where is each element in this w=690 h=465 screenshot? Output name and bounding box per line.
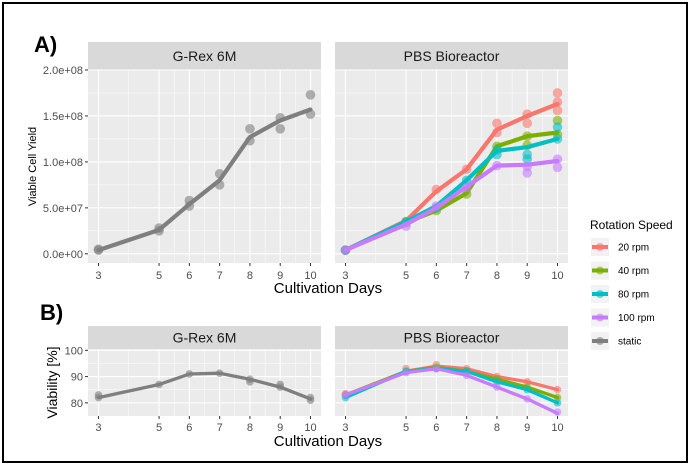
- y-tick-label: 1.0e+08: [43, 157, 83, 169]
- series-100-rpm: [341, 364, 562, 416]
- series-static: [94, 369, 315, 405]
- facet-title-grex: G-Rex 6M: [173, 330, 237, 346]
- y-tick-label: 80: [71, 398, 83, 410]
- gridlines: [88, 349, 568, 416]
- x-tick-label: 7: [217, 422, 223, 434]
- legend-title: Rotation Speed: [590, 218, 673, 232]
- legend-key-point: [596, 266, 604, 275]
- x-tick-label: 8: [247, 270, 253, 282]
- y-tick-label: 0.0e+00: [43, 249, 83, 261]
- x-tick-label: 8: [494, 422, 500, 434]
- x-tick-label: 5: [403, 422, 409, 434]
- axis-ticks: 3 5 6 7 8 9 10 3 5 6 7 8 9 10 80 90 100: [65, 345, 564, 434]
- legend: Rotation Speed 20 rpm 40 rpm 80 rpm 100 rpm…: [590, 218, 673, 350]
- data-point: [492, 118, 502, 129]
- x-tick-label: 3: [95, 270, 101, 282]
- panel-label-b: B): [40, 300, 63, 325]
- series-line: [343, 367, 560, 416]
- legend-item-static: static: [591, 332, 641, 350]
- gridlines: [88, 69, 568, 263]
- legend-items: 20 rpm 40 rpm 80 rpm 100 rpm static: [591, 238, 655, 350]
- x-tick-label: 9: [524, 422, 530, 434]
- x-tick-label: 8: [494, 270, 500, 282]
- x-tick-label: 3: [342, 422, 348, 434]
- x-tick-label: 6: [186, 270, 192, 282]
- legend-item-100-rpm: 100 rpm: [591, 308, 655, 327]
- y-tick-label: 5.0e+07: [43, 203, 83, 215]
- facet-title-pbs: PBS Bioreactor: [404, 330, 500, 346]
- data-marks: [94, 360, 562, 416]
- data-point: [552, 105, 563, 116]
- data-point: [552, 162, 563, 173]
- x-tick-label: 5: [403, 270, 409, 282]
- series-100-rpm: [340, 154, 563, 255]
- x-tick-label: 7: [217, 270, 223, 282]
- legend-key-point: [596, 243, 604, 251]
- data-point: [522, 149, 533, 160]
- x-tick-label: 9: [277, 270, 283, 282]
- series-line: [96, 107, 313, 253]
- x-axis-title: Cultivation Days: [274, 280, 382, 297]
- series-static: [93, 90, 316, 255]
- x-tick-label: 10: [304, 422, 316, 434]
- data-point: [275, 124, 286, 134]
- series-line: [96, 371, 313, 401]
- facet-title-pbs: PBS Bioreactor: [404, 48, 500, 64]
- facet-strip-pbs: [335, 42, 568, 70]
- facet-strip-grex: [88, 326, 321, 349]
- y-tick-label: 2.0e+08: [43, 65, 83, 77]
- y-tick-label: 1.5e+08: [43, 111, 83, 123]
- x-tick-label: 10: [551, 270, 563, 282]
- x-axis-title: Cultivation Days: [274, 433, 382, 450]
- legend-label: 20 rpm: [618, 243, 649, 254]
- data-point: [305, 90, 316, 100]
- facet-title-grex: G-Rex 6M: [173, 48, 237, 64]
- axis-ticks: 3 5 6 7 8 9 10 3 5 6 7 8 9 10 0.0e+00 5.0e+07 1.0e+08 1.5…: [43, 65, 564, 282]
- legend-key-point: [596, 313, 604, 322]
- panel-label-a: A): [34, 32, 57, 57]
- facet-strip-grex: [88, 42, 321, 70]
- x-tick-label: 3: [342, 270, 348, 282]
- y-axis-title: Viability [%]: [44, 346, 60, 418]
- legend-label: static: [618, 337, 641, 348]
- x-tick-label: 5: [156, 270, 162, 282]
- data-point: [552, 88, 563, 98]
- chart-a-cell-yield: G-Rex 6M PBS Bioreactor 3 5 6 7 8 9 10 3 5 6 7 8 9 10…: [27, 42, 568, 297]
- x-tick-label: 3: [95, 422, 101, 434]
- x-tick-label: 7: [464, 422, 470, 434]
- chart-b-viability: G-Rex 6M PBS Bioreactor 3 5 6 7 8 9 10 3 5 6 7 8 9 10…: [44, 326, 568, 450]
- x-tick-label: 7: [464, 270, 470, 282]
- legend-item-80-rpm: 80 rpm: [591, 285, 649, 303]
- x-tick-label: 9: [277, 422, 283, 434]
- x-tick-label: 6: [433, 422, 439, 434]
- legend-key-point: [596, 290, 604, 298]
- y-axis-title: Viable Cell Yield: [27, 127, 39, 206]
- legend-label: 80 rpm: [618, 290, 649, 301]
- data-point: [552, 122, 563, 132]
- y-tick-label: 90: [71, 372, 83, 384]
- x-tick-label: 6: [186, 422, 192, 434]
- x-tick-label: 10: [551, 422, 563, 434]
- facet-strip-pbs: [335, 326, 568, 349]
- data-marks: [93, 88, 563, 255]
- y-tick-label: 100: [65, 345, 83, 357]
- x-tick-label: 8: [247, 422, 253, 434]
- data-point: [522, 118, 533, 129]
- legend-label: 100 rpm: [618, 313, 655, 324]
- series-line: [343, 158, 560, 253]
- legend-label: 40 rpm: [618, 266, 649, 277]
- x-tick-label: 5: [156, 422, 162, 434]
- x-tick-label: 9: [524, 270, 530, 282]
- x-tick-label: 10: [304, 270, 316, 282]
- legend-key-point: [596, 337, 604, 345]
- data-point: [245, 124, 255, 134]
- legend-item-40-rpm: 40 rpm: [591, 261, 649, 280]
- x-tick-label: 6: [433, 270, 439, 282]
- legend-item-20-rpm: 20 rpm: [591, 238, 649, 256]
